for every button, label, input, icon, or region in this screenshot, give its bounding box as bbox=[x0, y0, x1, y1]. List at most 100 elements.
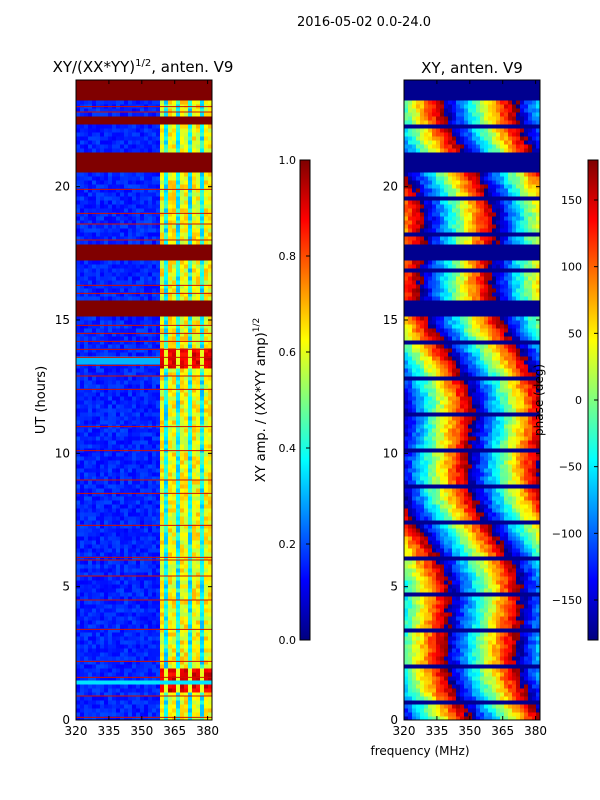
heatmap-cell bbox=[100, 380, 105, 385]
heatmap-cell bbox=[132, 648, 137, 653]
heatmap-cell bbox=[188, 592, 193, 597]
heatmap-cell bbox=[116, 236, 121, 241]
heatmap-cell bbox=[200, 376, 205, 381]
heatmap-cell bbox=[108, 192, 113, 197]
heatmap-cell bbox=[192, 280, 197, 285]
heatmap-cell bbox=[116, 568, 121, 573]
heatmap-cell bbox=[204, 708, 209, 713]
heatmap-cell bbox=[204, 652, 209, 657]
heatmap-cell bbox=[184, 376, 189, 381]
heatmap-cell bbox=[180, 696, 185, 701]
heatmap-cell bbox=[96, 108, 101, 113]
heatmap-cell bbox=[188, 476, 193, 481]
heatmap-cell bbox=[88, 232, 93, 237]
heatmap-cell bbox=[96, 376, 101, 381]
heatmap-cell bbox=[96, 712, 101, 717]
heatmap-cell bbox=[188, 288, 193, 293]
heatmap-cell bbox=[92, 544, 97, 549]
heatmap-cell bbox=[168, 356, 173, 361]
heatmap-cell bbox=[184, 388, 189, 393]
heatmap-cell bbox=[128, 596, 133, 601]
heatmap-cell bbox=[452, 716, 457, 721]
heatmap-cell bbox=[124, 400, 129, 405]
heatmap-cell bbox=[100, 180, 105, 185]
heatmap-cell bbox=[136, 692, 141, 697]
heatmap-cell bbox=[168, 680, 173, 685]
heatmap-cell bbox=[140, 600, 145, 605]
heatmap-cell bbox=[92, 640, 97, 645]
heatmap-cell bbox=[196, 536, 201, 541]
heatmap-cell bbox=[208, 428, 213, 433]
heatmap-cell bbox=[96, 488, 101, 493]
heatmap-cell bbox=[108, 392, 113, 397]
heatmap-cell bbox=[84, 528, 89, 533]
heatmap-cell bbox=[140, 220, 145, 225]
heatmap-cell bbox=[100, 272, 105, 277]
heatmap-cell bbox=[156, 180, 161, 185]
heatmap-cell bbox=[188, 684, 193, 689]
heatmap-cell bbox=[136, 628, 141, 633]
heatmap-cell bbox=[112, 576, 117, 581]
heatmap-cell bbox=[200, 632, 205, 637]
heatmap-cell bbox=[152, 416, 157, 421]
heatmap-cell bbox=[76, 188, 81, 193]
heatmap-cell bbox=[432, 716, 437, 721]
heatmap-cell bbox=[188, 500, 193, 505]
heatmap-cell bbox=[84, 492, 89, 497]
heatmap-cell bbox=[196, 232, 201, 237]
heatmap-cell bbox=[96, 500, 101, 505]
heatmap-cell bbox=[172, 260, 177, 265]
heatmap-cell bbox=[144, 632, 149, 637]
heatmap-cell bbox=[128, 272, 133, 277]
heatmap-cell bbox=[112, 276, 117, 281]
heatmap-cell bbox=[84, 296, 89, 301]
heatmap-cell bbox=[140, 176, 145, 181]
heatmap-cell bbox=[164, 136, 169, 141]
heatmap-cell bbox=[152, 296, 157, 301]
heatmap-cell bbox=[80, 148, 85, 153]
heatmap-cell bbox=[180, 336, 185, 341]
heatmap-cell bbox=[140, 584, 145, 589]
heatmap-cell bbox=[160, 340, 165, 345]
heatmap-cell bbox=[88, 268, 93, 273]
heatmap-cell bbox=[160, 224, 165, 229]
heatmap-cell bbox=[172, 372, 177, 377]
heatmap-cell bbox=[120, 356, 125, 361]
heatmap-cell bbox=[168, 288, 173, 293]
heatmap-cell bbox=[204, 100, 209, 105]
heatmap-cell bbox=[196, 384, 201, 389]
heatmap-cell bbox=[104, 516, 109, 521]
heatmap-cell bbox=[188, 632, 193, 637]
heatmap-cell bbox=[184, 476, 189, 481]
heatmap-cell bbox=[96, 544, 101, 549]
heatmap-cell bbox=[140, 108, 145, 113]
heatmap-cell bbox=[140, 488, 145, 493]
heatmap-cell bbox=[160, 432, 165, 437]
heatmap-cell bbox=[180, 588, 185, 593]
heatmap-cell bbox=[192, 504, 197, 509]
heatmap-cell bbox=[176, 556, 181, 561]
heatmap-cell bbox=[156, 216, 161, 221]
heatmap-cell bbox=[140, 232, 145, 237]
heatmap-cell bbox=[444, 704, 449, 709]
heatmap-cell bbox=[76, 200, 81, 205]
heatmap-cell bbox=[104, 660, 109, 665]
heatmap-cell bbox=[168, 320, 173, 325]
heatmap-cell bbox=[188, 528, 193, 533]
heatmap-cell bbox=[200, 500, 205, 505]
heatmap-cell bbox=[208, 464, 213, 469]
heatmap-cell bbox=[84, 100, 89, 105]
heatmap-cell bbox=[132, 532, 137, 537]
heatmap-cell bbox=[80, 500, 85, 505]
flagged-row bbox=[76, 304, 212, 309]
heatmap-cell bbox=[76, 504, 81, 509]
heatmap-cell bbox=[124, 656, 129, 661]
heatmap-cell bbox=[120, 560, 125, 565]
heatmap-cell bbox=[160, 632, 165, 637]
heatmap-cell bbox=[208, 544, 213, 549]
heatmap-cell bbox=[76, 572, 81, 577]
heatmap-cell bbox=[204, 408, 209, 413]
heatmap-cell bbox=[76, 400, 81, 405]
flagged-row bbox=[76, 256, 212, 261]
heatmap-cell bbox=[76, 356, 81, 361]
